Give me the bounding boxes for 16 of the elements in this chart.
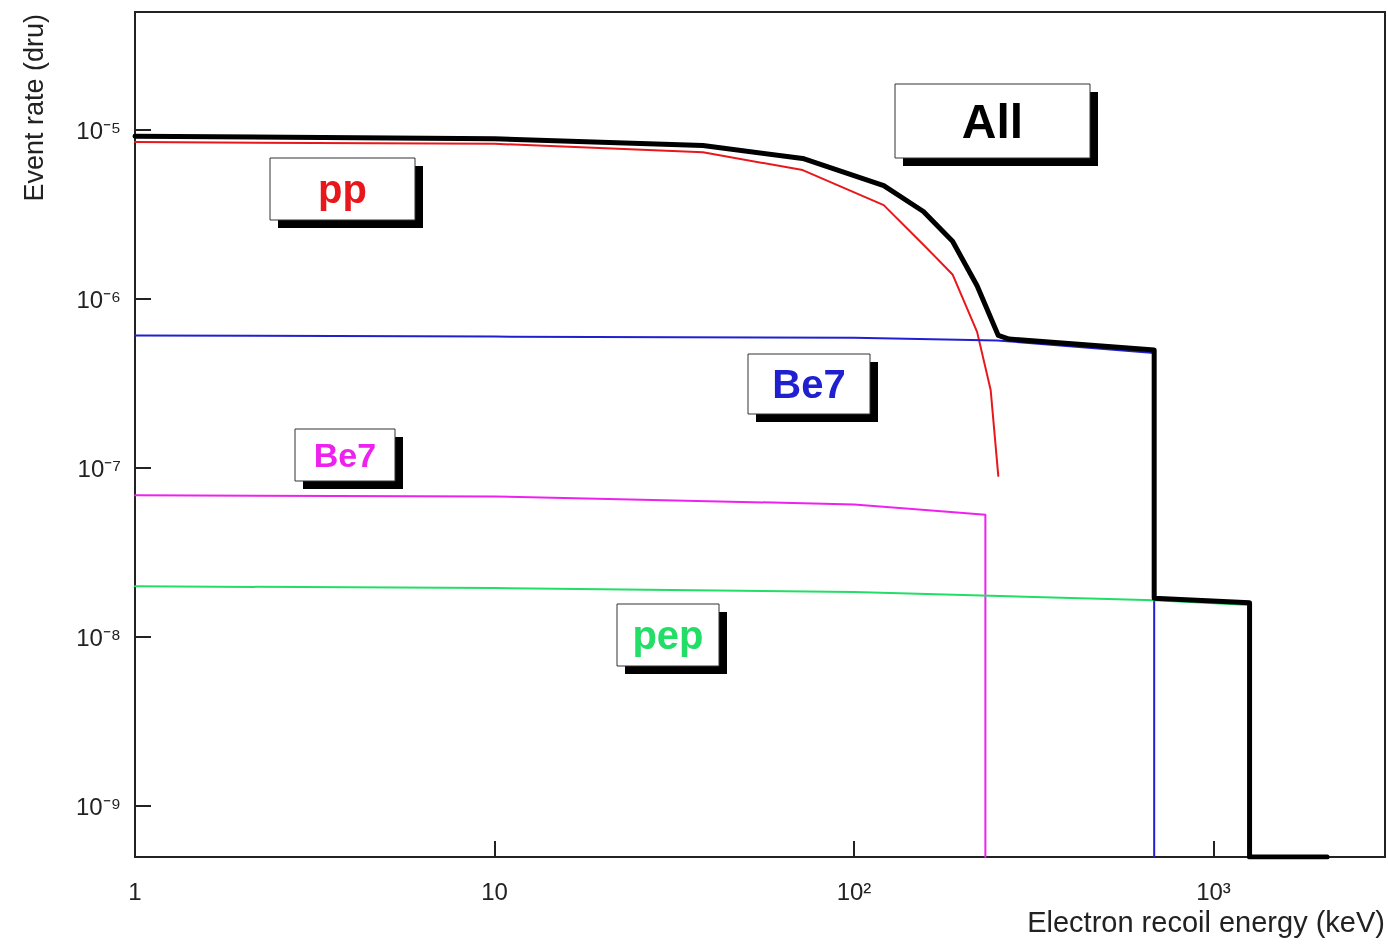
x-tick-label: 10² [836,877,872,905]
series-label: All [961,94,1024,148]
x-axis-title: Electron recoil energy (keV) [1027,905,1385,938]
y-tick-label: 10⁻⁶ [76,285,121,313]
y-tick-label: 10⁻⁹ [76,792,121,820]
x-tick-label: 10 [481,877,508,905]
series-label: Be7 [772,362,846,406]
y-tick-label: 10⁻⁷ [77,454,121,482]
x-tick-label: 1 [128,877,142,905]
y-axis-title: Event rate (dru) [19,14,49,202]
series-label: pp [318,167,367,211]
series-label: pep [632,613,704,657]
y-tick-label: 10⁻⁸ [76,623,121,651]
x-tick-label: 10³ [1196,877,1231,905]
series-label: Be7 [313,436,377,474]
y-tick-label: 10⁻⁵ [76,116,121,144]
